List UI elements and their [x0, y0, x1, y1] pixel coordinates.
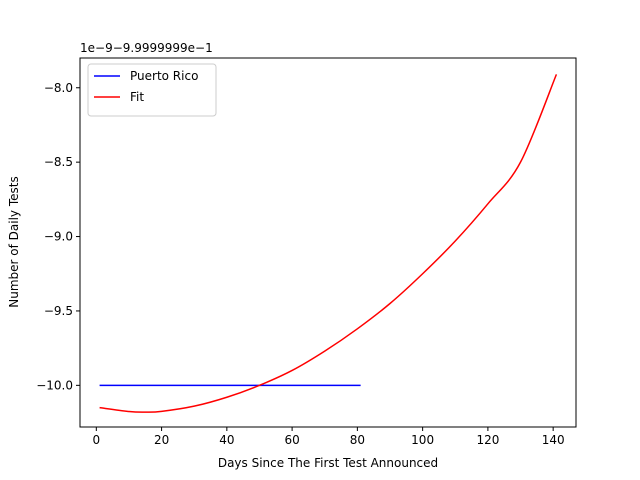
x-tick-label: 80 — [350, 433, 365, 447]
y-tick-label: −9.5 — [44, 304, 73, 318]
plot-frame — [79, 57, 577, 428]
series-layer — [99, 74, 558, 413]
y-tick-label: −9.0 — [44, 230, 73, 244]
legend: Puerto Rico Fit — [87, 63, 217, 117]
y-axis: −10.0 −9.5 −9.0 −8.5 −8.0 — [36, 81, 80, 392]
y-offset-text: 1e−9−9.9999999e−1 — [80, 41, 213, 55]
x-tick-label: 100 — [411, 433, 434, 447]
series-line-fit — [99, 74, 558, 413]
legend-box — [87, 63, 217, 117]
y-axis-label: Number of Daily Tests — [7, 176, 21, 307]
x-tick-label: 40 — [219, 433, 234, 447]
legend-label: Puerto Rico — [130, 69, 198, 83]
x-tick-label: 0 — [92, 433, 100, 447]
x-axis-label: Days Since The First Test Announced — [218, 456, 438, 470]
x-tick-label: 60 — [284, 433, 299, 447]
x-tick-label: 140 — [542, 433, 565, 447]
y-tick-label: −10.0 — [36, 378, 73, 392]
legend-label: Fit — [130, 90, 144, 104]
x-tick-label: 20 — [154, 433, 169, 447]
plot-area — [80, 58, 576, 427]
y-tick-label: −8.5 — [44, 155, 73, 169]
x-axis: 0 20 40 60 80 100 120 140 — [92, 427, 565, 447]
x-tick-label: 120 — [476, 433, 499, 447]
y-tick-label: −8.0 — [44, 81, 73, 95]
